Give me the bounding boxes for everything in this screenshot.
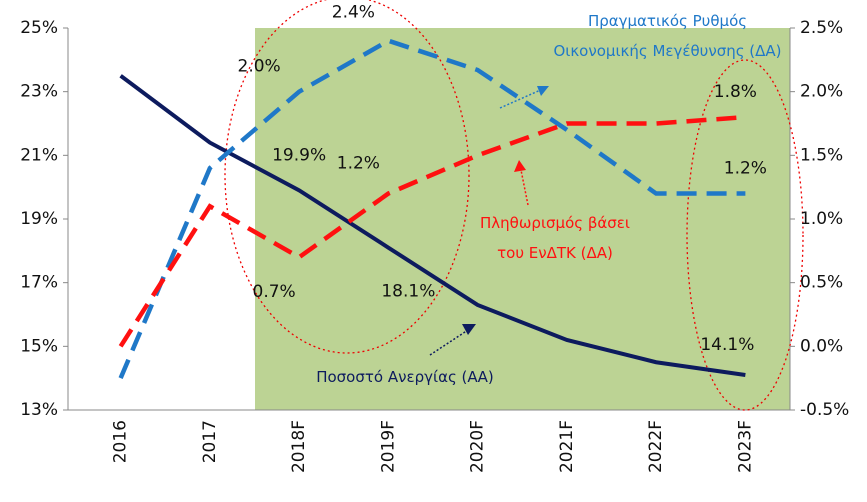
series-line [118, 38, 746, 380]
x-tick-label: 2016 [111, 420, 131, 463]
legend-label: Πραγματικός Ρυθμός Οικονομικής Μεγέθυνση… [553, 12, 782, 60]
data-label: 2.0% [238, 57, 281, 77]
data-label: 2.4% [332, 3, 375, 23]
y-tick-label: 19% [20, 209, 58, 229]
x-tick-label: 2022F [646, 420, 666, 473]
y-tick-label: 17% [20, 273, 58, 293]
highlight-ellipse [224, 0, 470, 354]
data-label: 1.8% [714, 82, 757, 102]
data-label: 19.9% [272, 145, 326, 165]
annotation-arrow [520, 169, 529, 206]
annotation-arrow [499, 87, 546, 109]
arrow-head [462, 324, 476, 335]
y-tick-label: 23% [20, 82, 58, 102]
series-line [118, 114, 746, 348]
legend-label: Πληθωρισμός βάσει του ΕνΔΤΚ (ΔΑ) [480, 214, 630, 262]
data-label: 0.7% [253, 282, 296, 302]
x-tick-label: 2018F [289, 420, 309, 473]
x-tick-label: 2017 [200, 420, 220, 463]
x-tick-label: 2023F [735, 420, 755, 473]
data-label: 1.2% [724, 159, 767, 179]
x-tick-label: 2019F [378, 420, 398, 473]
y2-tick-label: 0.0% [800, 336, 843, 356]
y-tick-label: 13% [20, 400, 58, 420]
data-label: 14.1% [700, 335, 754, 355]
highlight-ellipse [686, 59, 804, 411]
x-tick-label: 2021F [557, 420, 577, 473]
y2-tick-label: 2.0% [800, 82, 843, 102]
y2-tick-label: 1.5% [800, 145, 843, 165]
y2-tick-label: -0.5% [800, 400, 849, 420]
y-tick-label: 25% [20, 18, 58, 38]
arrow-head [514, 160, 526, 172]
x-tick-label: 2020F [468, 420, 488, 473]
series-line [119, 74, 746, 377]
y2-tick-label: 2.5% [800, 18, 843, 38]
y-tick-label: 21% [20, 145, 58, 165]
y-tick-label: 15% [20, 336, 58, 356]
legend-label: Ποσοστό Ανεργίας (ΑΑ) [316, 368, 494, 386]
data-label: 18.1% [381, 282, 435, 302]
y2-tick-label: 1.0% [800, 209, 843, 229]
arrow-head [537, 86, 549, 96]
data-label: 1.2% [337, 154, 380, 174]
y2-tick-label: 0.5% [800, 273, 843, 293]
annotation-arrow [429, 329, 469, 356]
